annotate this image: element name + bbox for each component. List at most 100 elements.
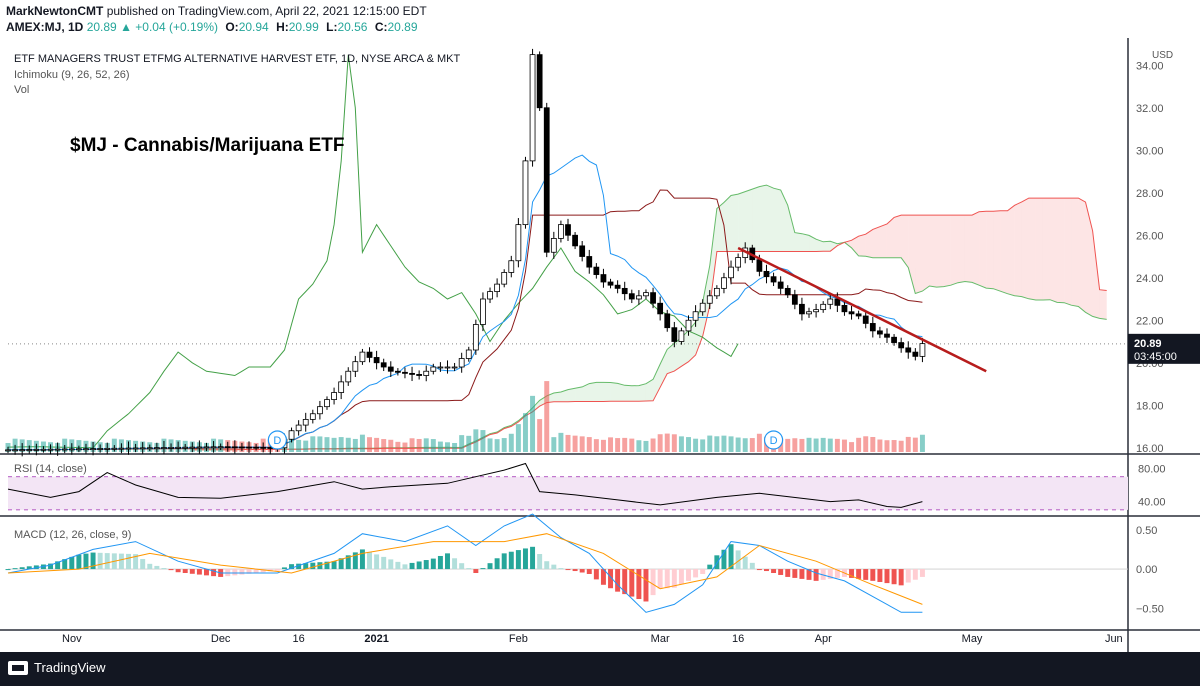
macd-label[interactable]: MACD (12, 26, close, 9) [14, 529, 131, 541]
ichimoku-cloud-segment [950, 215, 958, 286]
ichimoku-cloud-segment [575, 386, 583, 402]
volume-bar [537, 419, 543, 452]
volume-bar [707, 435, 713, 452]
candle-body [295, 424, 302, 432]
price-tick-label: 32.00 [1136, 103, 1164, 115]
tradingview-logo[interactable]: TradingView [8, 660, 106, 675]
senkou-span-b-line [192, 197, 1107, 451]
candle-body [239, 446, 245, 449]
author-name[interactable]: MarkNewtonCMT [6, 4, 104, 18]
volume-bar [409, 438, 415, 452]
ichimoku-cloud-segment [645, 379, 654, 401]
ichimoku-label[interactable]: Ichimoku (9, 26, 52, 26) [14, 69, 130, 81]
volume-bar [395, 441, 401, 452]
volume-bar [324, 437, 330, 452]
price-chart[interactable]: 34.0032.0030.0028.0026.0024.0022.0020.00… [0, 38, 1200, 652]
macd-histogram-bar [827, 569, 833, 579]
candle-body [487, 291, 493, 300]
volume-bar [657, 434, 663, 452]
ichimoku-cloud-segment [653, 364, 661, 401]
open-label: O: [225, 20, 239, 34]
candle-body [593, 266, 600, 275]
candle-body [692, 311, 699, 321]
ichimoku-cloud-segment [780, 190, 788, 252]
volume-bar [650, 438, 656, 452]
candle-body [558, 224, 564, 239]
candle-body [458, 358, 465, 368]
macd-histogram-bar [239, 569, 245, 575]
candle-body [522, 160, 529, 226]
volume-bar [558, 432, 564, 452]
macd-histogram-bar [62, 559, 68, 570]
macd-histogram-bar [870, 569, 876, 581]
macd-histogram-bar [374, 554, 380, 570]
candle-body [402, 371, 408, 374]
macd-histogram-bar [331, 561, 337, 570]
price-tick-label: 30.00 [1136, 145, 1164, 157]
macd-histogram-bar [480, 568, 486, 570]
ichimoku-cloud-segment [1057, 198, 1065, 303]
candle-body [309, 413, 316, 420]
volume-bar [728, 436, 734, 452]
candle-body [820, 303, 827, 311]
candle-body [125, 447, 132, 450]
candle-body [210, 446, 217, 449]
ichimoku-cloud-segment [773, 188, 781, 252]
candle-body [153, 447, 160, 450]
trend-line [737, 246, 987, 373]
price-tick-label: 18.00 [1136, 400, 1164, 412]
macd-histogram-bar [671, 569, 677, 588]
ichimoku-cloud-segment [568, 388, 576, 402]
ichimoku-cloud-segment [759, 185, 767, 252]
ichimoku-cloud-segment [660, 349, 668, 388]
volume-bar [551, 437, 557, 452]
volume-bar [388, 439, 394, 452]
macd-signal-line [7, 533, 923, 605]
macd-histogram-bar [792, 569, 798, 578]
ichimoku-cloud-segment [731, 194, 739, 252]
candle-body [246, 446, 252, 449]
rsi-label[interactable]: RSI (14, close) [14, 463, 87, 475]
candle-body [501, 272, 508, 285]
candle-body [713, 287, 720, 297]
macd-histogram-bar [764, 569, 769, 572]
macd-histogram-bar [289, 564, 295, 570]
candle-body [104, 447, 111, 450]
ichimoku-cloud-segment [1078, 198, 1086, 313]
ichimoku-cloud-segment [766, 185, 774, 252]
last-price-value: 20.89 [86, 20, 117, 34]
macd-histogram-bar [686, 569, 691, 581]
macd-histogram-bar [253, 569, 259, 573]
candle-body [621, 287, 628, 295]
ichimoku-cloud-segment [1007, 205, 1015, 296]
candle-body [813, 309, 819, 313]
macd-histogram-bar [168, 569, 174, 571]
macd-histogram-bar [466, 568, 472, 570]
ichimoku-cloud-segment [1028, 198, 1036, 300]
candle-body [756, 259, 763, 272]
volume-bar [480, 430, 486, 452]
candle-body [345, 370, 352, 383]
macd-histogram-bar [728, 544, 734, 570]
volume-bar [310, 436, 316, 452]
macd-histogram-bar [515, 550, 521, 570]
volume-label[interactable]: Vol [14, 84, 29, 96]
volume-bar [494, 439, 500, 452]
ichimoku-cloud-segment [638, 383, 646, 402]
candle-body [231, 446, 238, 449]
ichimoku-cloud-segment [823, 241, 831, 252]
candle-body [721, 277, 727, 289]
candle-body [891, 336, 897, 343]
macd-histogram-bar [5, 569, 11, 571]
candle-body [90, 448, 96, 451]
ichimoku-cloud-segment [695, 301, 703, 356]
volume-bar [586, 437, 592, 452]
volume-bar [678, 436, 684, 452]
change-value: ▲ +0.04 (+0.19%) [120, 20, 218, 34]
macd-histogram-bar [813, 569, 819, 581]
symbol-label[interactable]: AMEX:MJ, 1D [6, 20, 84, 34]
candle-body [26, 449, 33, 451]
low-label: L: [326, 20, 338, 34]
macd-histogram-bar [211, 569, 217, 577]
macd-histogram-bar [452, 558, 458, 570]
